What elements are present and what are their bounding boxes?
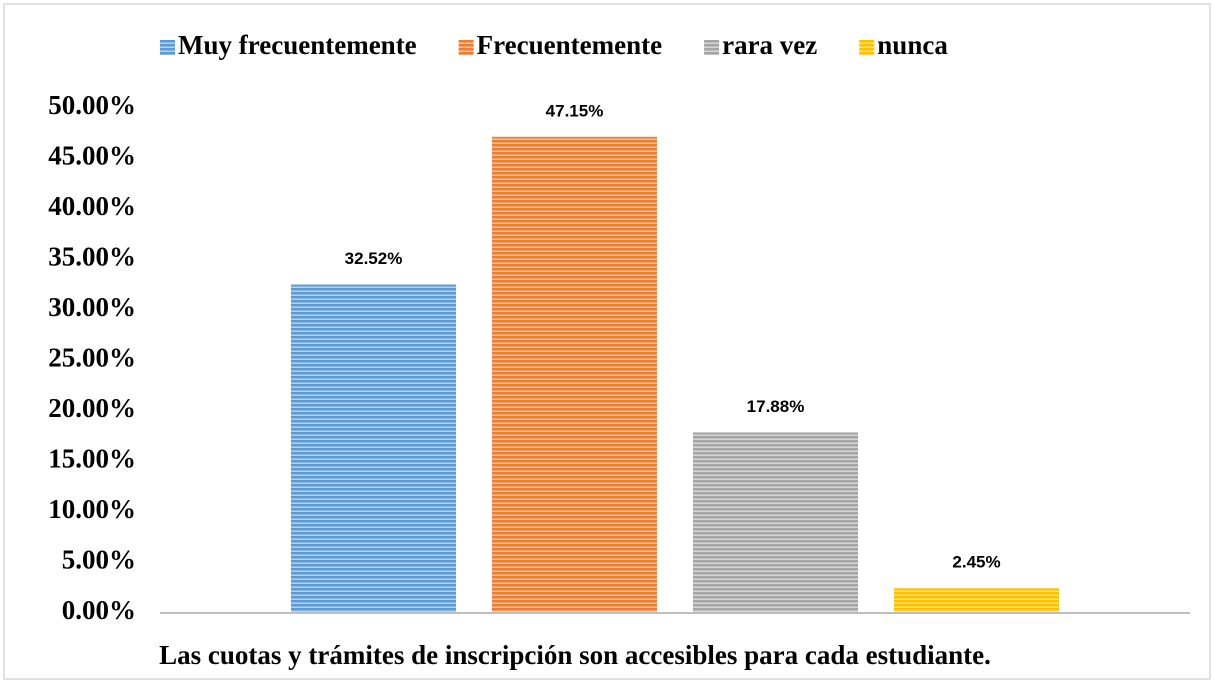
x-axis-category: Las cuotas y trámites de inscripción son… bbox=[159, 640, 991, 670]
y-tick-label: 30.00% bbox=[48, 292, 136, 322]
y-tick-label: 35.00% bbox=[48, 242, 136, 272]
y-tick-label: 25.00% bbox=[48, 343, 136, 373]
legend-label: rara vez bbox=[722, 30, 817, 60]
data-label: 17.88% bbox=[747, 397, 805, 416]
bar bbox=[291, 284, 456, 613]
bar bbox=[693, 432, 858, 613]
y-tick-label: 50.00% bbox=[48, 90, 136, 120]
legend-swatch bbox=[704, 40, 720, 55]
data-label: 47.15% bbox=[546, 101, 604, 120]
y-tick-label: 5.00% bbox=[62, 545, 136, 575]
y-tick-label: 0.00% bbox=[62, 595, 136, 625]
legend-swatch bbox=[458, 40, 474, 55]
bar bbox=[492, 136, 657, 613]
legend-label: Frecuentemente bbox=[477, 30, 662, 60]
legend-label: nunca bbox=[877, 30, 948, 60]
legend-swatch bbox=[859, 40, 875, 55]
y-tick-label: 10.00% bbox=[48, 494, 136, 524]
data-label: 32.52% bbox=[345, 249, 403, 268]
legend-swatch bbox=[160, 40, 175, 55]
y-tick-label: 40.00% bbox=[48, 191, 136, 221]
y-tick-label: 20.00% bbox=[48, 393, 136, 423]
y-tick-label: 15.00% bbox=[48, 444, 136, 474]
bar bbox=[894, 588, 1059, 613]
legend-label: Muy frecuentemente bbox=[178, 30, 417, 60]
data-label: 2.45% bbox=[952, 553, 1000, 572]
y-tick-label: 45.00% bbox=[48, 141, 136, 171]
